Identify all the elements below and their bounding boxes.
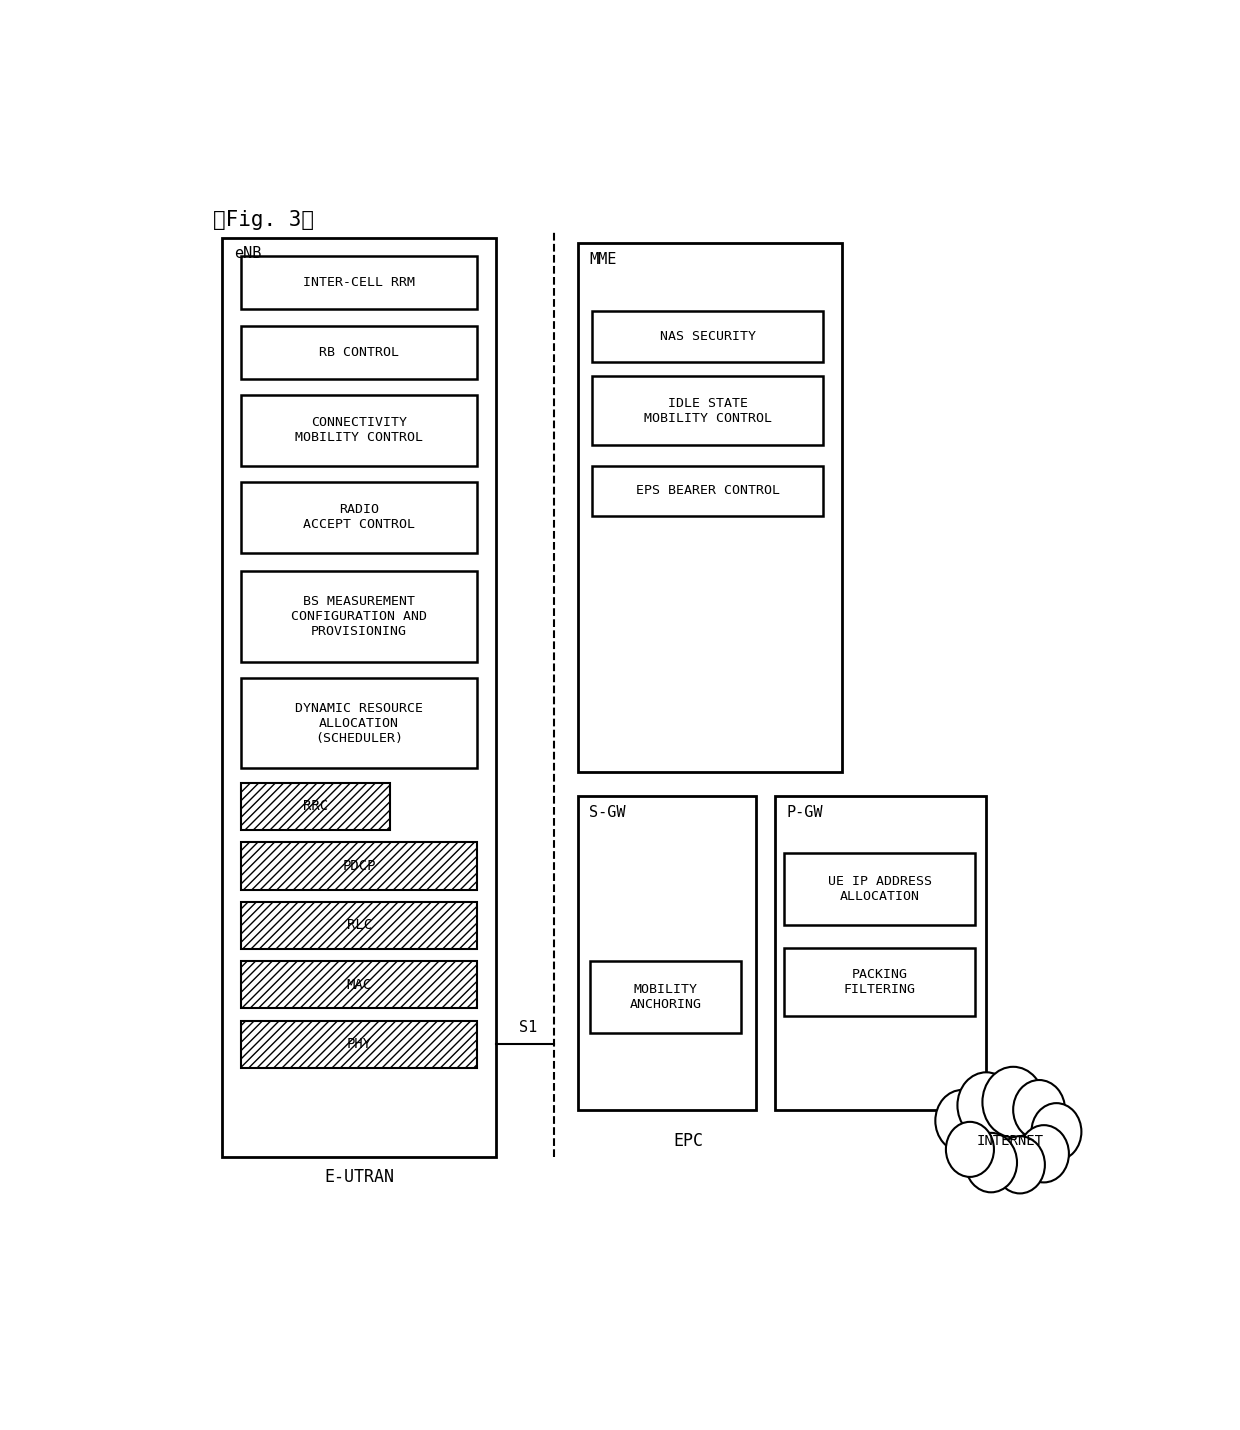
Text: UE IP ADDRESS
ALLOCATION: UE IP ADDRESS ALLOCATION (827, 875, 931, 902)
Text: RLC: RLC (347, 918, 372, 932)
Bar (242, 902, 477, 950)
Text: EPS BEARER CONTROL: EPS BEARER CONTROL (636, 485, 780, 498)
Text: S1: S1 (518, 1020, 537, 1035)
Circle shape (1019, 1125, 1069, 1183)
Circle shape (957, 1072, 1016, 1138)
Bar (242, 782, 391, 829)
Bar (242, 326, 477, 379)
Text: NAS SECURITY: NAS SECURITY (660, 330, 755, 343)
Circle shape (1032, 1103, 1081, 1160)
Bar (242, 842, 477, 889)
Text: MAC: MAC (347, 978, 372, 992)
Bar (775, 797, 986, 1110)
Bar (593, 376, 823, 445)
Bar (593, 312, 823, 362)
Text: PDCP: PDCP (342, 859, 376, 872)
Bar (785, 854, 975, 925)
Circle shape (965, 1133, 1017, 1193)
Bar (242, 256, 477, 309)
Bar (242, 961, 477, 1008)
Bar (242, 1021, 477, 1068)
Bar (242, 395, 477, 466)
Bar (242, 482, 477, 552)
Text: BS MEASUREMENT
CONFIGURATION AND
PROVISIONING: BS MEASUREMENT CONFIGURATION AND PROVISI… (291, 595, 428, 638)
Text: RRC: RRC (304, 799, 329, 814)
Circle shape (935, 1090, 990, 1151)
Bar (593, 466, 823, 516)
Text: DYNAMIC RESOURCE
ALLOCATION
(SCHEDULER): DYNAMIC RESOURCE ALLOCATION (SCHEDULER) (295, 702, 423, 745)
Text: RB CONTROL: RB CONTROL (319, 346, 399, 359)
Text: eNB: eNB (234, 246, 262, 262)
Text: IDLE STATE
MOBILITY CONTROL: IDLE STATE MOBILITY CONTROL (644, 396, 771, 425)
Text: INTERNET: INTERNET (977, 1134, 1044, 1147)
Text: 』Fig. 3】: 』Fig. 3】 (213, 210, 314, 230)
Bar (222, 237, 496, 1157)
Text: S-GW: S-GW (589, 805, 626, 819)
Bar (578, 243, 842, 772)
Bar (578, 797, 755, 1110)
Bar (590, 961, 742, 1032)
Text: CONNECTIVITY
MOBILITY CONTROL: CONNECTIVITY MOBILITY CONTROL (295, 416, 423, 445)
Text: PHY: PHY (347, 1037, 372, 1051)
Text: MME: MME (589, 252, 616, 267)
Bar (242, 678, 477, 768)
Bar (785, 948, 975, 1017)
Text: MOBILITY
ANCHORING: MOBILITY ANCHORING (630, 982, 702, 1011)
Text: EPC: EPC (673, 1131, 703, 1150)
Circle shape (994, 1137, 1045, 1194)
Text: RADIO
ACCEPT CONTROL: RADIO ACCEPT CONTROL (304, 503, 415, 532)
Circle shape (982, 1067, 1044, 1137)
Text: INTER-CELL RRM: INTER-CELL RRM (304, 276, 415, 289)
Circle shape (946, 1123, 994, 1177)
Text: E-UTRAN: E-UTRAN (325, 1168, 394, 1185)
Bar (242, 572, 477, 662)
Text: PACKING
FILTERING: PACKING FILTERING (843, 968, 915, 997)
Text: P-GW: P-GW (786, 805, 823, 819)
Circle shape (1013, 1080, 1065, 1140)
